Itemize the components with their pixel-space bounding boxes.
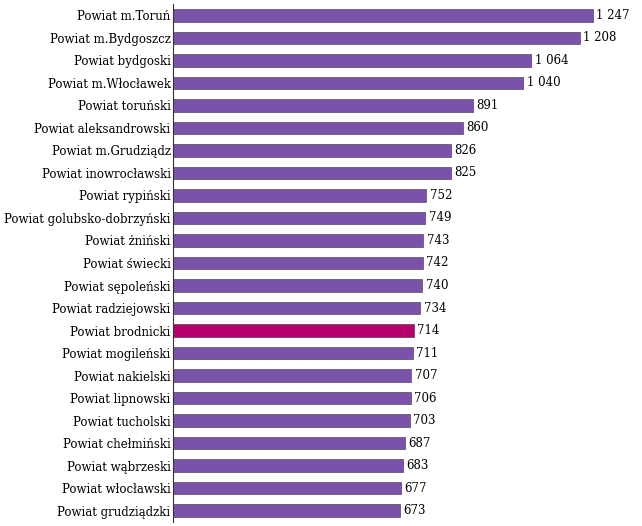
Bar xyxy=(173,77,523,89)
Bar xyxy=(173,212,426,224)
Bar xyxy=(173,347,413,359)
Text: 706: 706 xyxy=(414,391,437,404)
Text: 891: 891 xyxy=(476,99,499,112)
Bar xyxy=(173,9,593,22)
Bar xyxy=(173,234,424,247)
Bar xyxy=(173,325,413,337)
Text: 826: 826 xyxy=(455,144,477,157)
Text: 743: 743 xyxy=(427,234,449,247)
Text: 860: 860 xyxy=(466,122,489,135)
Bar xyxy=(173,504,400,517)
Text: 687: 687 xyxy=(408,437,430,450)
Text: 1 208: 1 208 xyxy=(584,32,617,44)
Text: 749: 749 xyxy=(429,211,451,225)
Bar xyxy=(173,437,404,449)
Text: 673: 673 xyxy=(403,504,426,517)
Text: 742: 742 xyxy=(426,257,449,269)
Text: 703: 703 xyxy=(413,414,436,427)
Text: 714: 714 xyxy=(417,324,439,337)
Bar xyxy=(173,392,411,404)
Text: 740: 740 xyxy=(426,279,448,292)
Bar xyxy=(173,122,463,134)
Bar xyxy=(173,414,410,427)
Text: 707: 707 xyxy=(415,369,437,382)
Text: 1 040: 1 040 xyxy=(526,76,560,89)
Bar xyxy=(173,167,451,179)
Bar xyxy=(173,99,473,112)
Bar xyxy=(173,144,451,157)
Text: 677: 677 xyxy=(404,482,427,494)
Bar xyxy=(173,257,423,269)
Bar xyxy=(173,32,580,44)
Bar xyxy=(173,302,421,314)
Bar xyxy=(173,54,532,67)
Bar xyxy=(173,189,426,201)
Text: 683: 683 xyxy=(406,459,429,472)
Text: 734: 734 xyxy=(424,301,446,315)
Text: 711: 711 xyxy=(416,347,438,360)
Text: 752: 752 xyxy=(429,189,452,202)
Bar xyxy=(173,459,403,472)
Bar xyxy=(173,369,412,382)
Text: 825: 825 xyxy=(455,166,476,179)
Bar xyxy=(173,279,422,292)
Bar xyxy=(173,482,401,494)
Text: 1 064: 1 064 xyxy=(535,54,568,67)
Text: 1 247: 1 247 xyxy=(596,9,630,22)
